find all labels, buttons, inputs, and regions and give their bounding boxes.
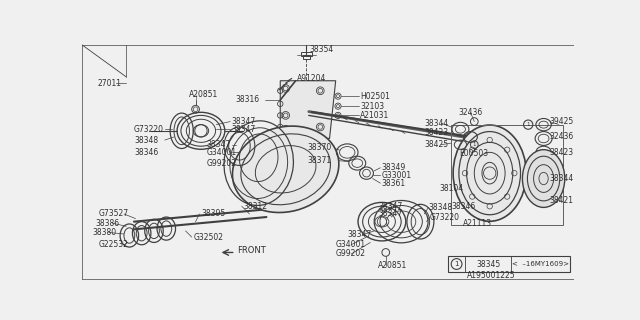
Text: A21113: A21113 (463, 219, 492, 228)
Text: 38380: 38380 (92, 228, 116, 237)
Text: 38347: 38347 (348, 230, 371, 239)
Ellipse shape (453, 125, 526, 221)
Text: 38348: 38348 (134, 136, 158, 145)
Text: FRONT: FRONT (237, 246, 266, 255)
Text: 38423: 38423 (424, 128, 449, 137)
Text: 1: 1 (527, 122, 530, 127)
Bar (301, 52, 312, 56)
Text: 1: 1 (472, 142, 476, 147)
Text: G99202: G99202 (336, 250, 365, 259)
Text: 38316: 38316 (236, 95, 260, 105)
Text: 38348: 38348 (428, 203, 452, 212)
Text: 38345: 38345 (476, 260, 500, 268)
Text: <  –16MY1609>: < –16MY1609> (512, 261, 569, 267)
Text: 38347: 38347 (378, 210, 403, 219)
Text: G33001: G33001 (382, 171, 412, 180)
Text: A20851: A20851 (378, 261, 407, 270)
Ellipse shape (522, 150, 564, 207)
Text: 38347: 38347 (232, 125, 256, 134)
Text: 38423: 38423 (550, 148, 574, 157)
Text: E00503: E00503 (459, 149, 488, 158)
Text: 38425: 38425 (424, 140, 449, 149)
Text: A21031: A21031 (360, 111, 390, 120)
Text: G73527: G73527 (99, 210, 129, 219)
Text: H02501: H02501 (360, 92, 390, 101)
Bar (303, 55, 310, 59)
Text: 32103: 32103 (360, 102, 385, 111)
Text: 38386: 38386 (95, 219, 120, 228)
Ellipse shape (232, 126, 339, 212)
Text: A91204: A91204 (297, 74, 326, 83)
Text: G32502: G32502 (193, 233, 223, 242)
Text: G73220: G73220 (429, 212, 460, 221)
Text: 38395: 38395 (201, 210, 225, 219)
Text: G22532: G22532 (99, 240, 129, 249)
Text: A20851: A20851 (189, 90, 219, 99)
Text: 32436: 32436 (459, 108, 483, 117)
Text: 38344: 38344 (550, 174, 574, 183)
Text: 38312: 38312 (243, 202, 268, 211)
Text: 38347: 38347 (232, 117, 256, 126)
Text: A195001225: A195001225 (467, 271, 515, 280)
Text: 38347: 38347 (206, 140, 230, 149)
Text: 39425: 39425 (550, 117, 574, 126)
Text: 38371: 38371 (308, 156, 332, 164)
Text: G99202: G99202 (206, 159, 236, 168)
Text: 38347: 38347 (378, 202, 403, 211)
Text: 32436: 32436 (550, 132, 574, 141)
Bar (448, 256, 570, 273)
Text: 38421: 38421 (550, 196, 574, 204)
Text: 38370: 38370 (308, 143, 332, 152)
Polygon shape (280, 81, 336, 139)
Text: 38361: 38361 (382, 179, 406, 188)
Text: 38349: 38349 (382, 163, 406, 172)
Text: G73220: G73220 (134, 125, 164, 134)
Text: G34001: G34001 (206, 148, 236, 157)
Text: 38346: 38346 (451, 202, 476, 211)
Text: 1: 1 (454, 261, 459, 267)
Bar (451, 124, 563, 225)
Text: 38104: 38104 (440, 184, 464, 193)
Text: 38344: 38344 (424, 119, 449, 128)
Text: G34001: G34001 (336, 240, 366, 249)
Text: 38354: 38354 (310, 45, 334, 54)
Text: 38346: 38346 (134, 148, 158, 157)
Text: 27011: 27011 (97, 78, 121, 88)
